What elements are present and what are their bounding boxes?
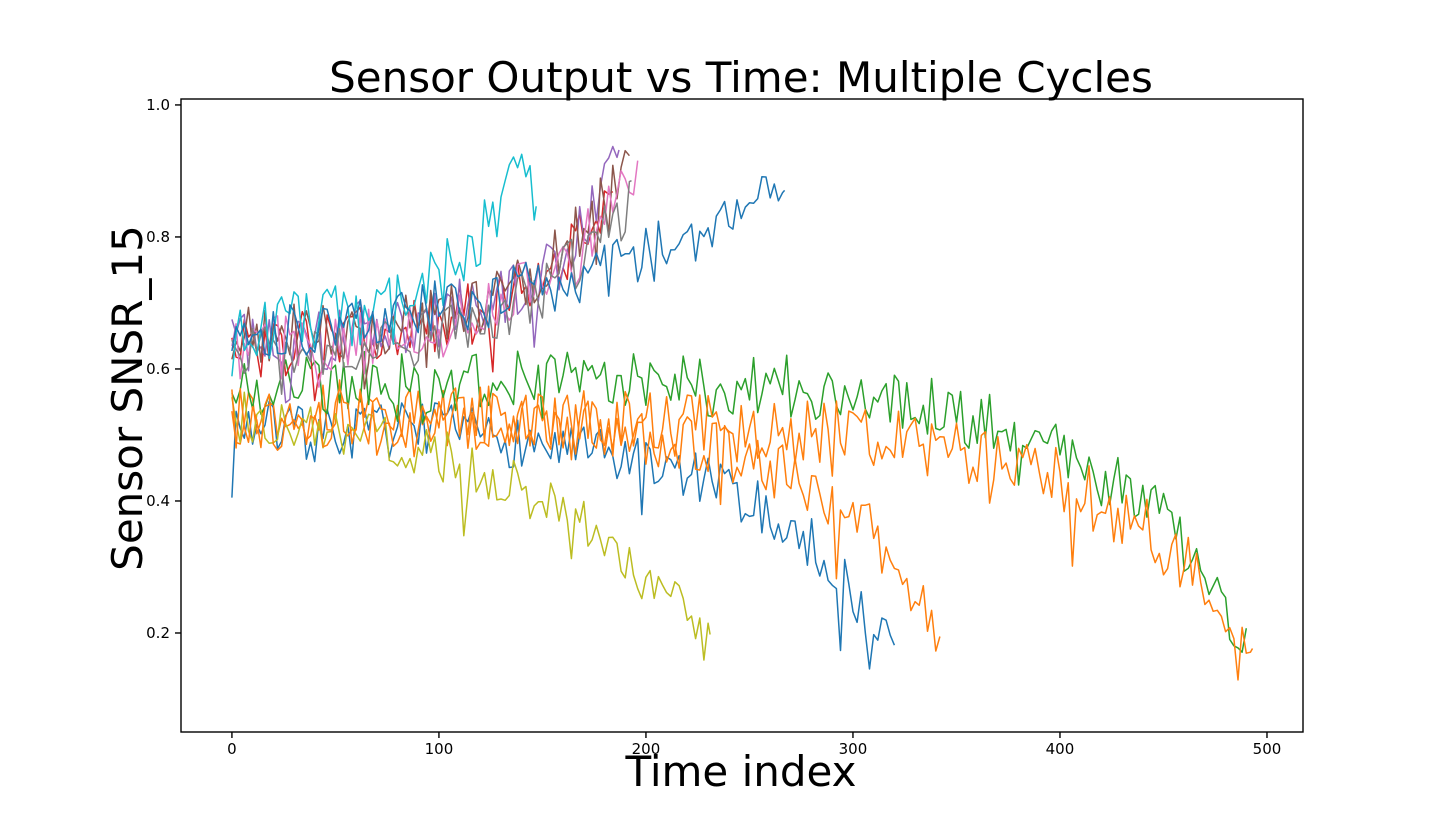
y-tick-label: 0.6: [146, 360, 170, 378]
y-tick-label: 0.4: [146, 492, 170, 510]
x-tick-label: 400: [1046, 740, 1075, 758]
series-line-cycle-12: [231, 385, 1254, 681]
series-line-cycle-08: [231, 180, 632, 395]
y-tick-label: 0.2: [146, 624, 170, 642]
series-group: [231, 145, 1254, 681]
series-line-cycle-03: [231, 350, 1248, 653]
y-tick-label: 1.0: [146, 96, 170, 114]
series-line-cycle-09: [231, 391, 711, 661]
x-tick-label: 300: [839, 740, 868, 758]
series-line-cycle-11: [231, 176, 786, 357]
series-line-cycle-07: [231, 160, 639, 388]
y-tick-label: 0.8: [146, 228, 170, 246]
series-line-cycle-10: [231, 153, 537, 377]
x-tick-label: 200: [632, 740, 661, 758]
x-axis-label: Time index: [625, 747, 857, 796]
x-tick-label: 100: [425, 740, 454, 758]
plot-area-border: [180, 98, 1304, 733]
series-line-cycle-01: [231, 400, 896, 670]
x-tick-label: 500: [1253, 740, 1282, 758]
series-line-cycle-06: [231, 149, 630, 390]
series-line-cycle-02: [231, 379, 941, 652]
x-tick-label: 0: [227, 740, 237, 758]
chart-title: Sensor Output vs Time: Multiple Cycles: [329, 53, 1153, 102]
